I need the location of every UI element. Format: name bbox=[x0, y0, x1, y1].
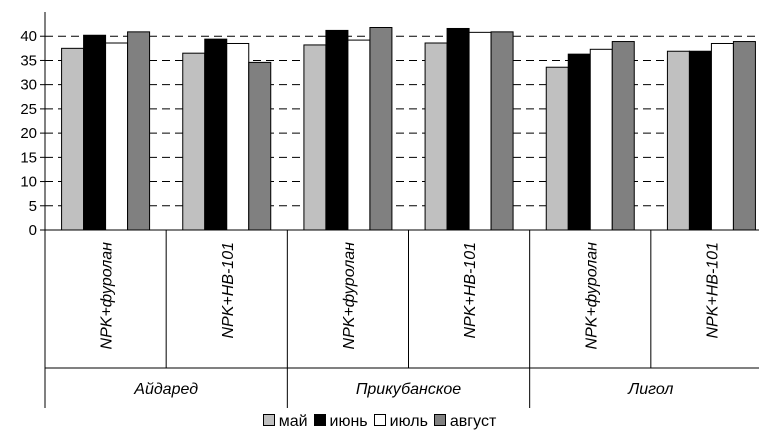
legend-label: июнь bbox=[329, 413, 368, 430]
y-tick-label: 0 bbox=[29, 222, 37, 239]
y-tick-label: 25 bbox=[20, 101, 37, 118]
axes bbox=[40, 12, 759, 408]
bar bbox=[182, 52, 206, 231]
legend-label: май bbox=[278, 413, 308, 430]
x-group-label: Айдаред bbox=[133, 381, 198, 398]
bar bbox=[226, 42, 250, 231]
bar bbox=[732, 41, 756, 231]
x-category-label: NPK+фуролан bbox=[341, 242, 358, 350]
x-category-label: NPK+HB-101 bbox=[704, 242, 721, 339]
bar bbox=[61, 47, 85, 231]
bar bbox=[424, 42, 448, 231]
x-group-label: Лигол bbox=[627, 381, 673, 398]
legend-label: август bbox=[449, 413, 497, 430]
bar bbox=[369, 27, 393, 231]
legend-label: июль bbox=[389, 413, 428, 430]
y-tick-label: 15 bbox=[20, 149, 37, 166]
legend-item: август bbox=[433, 413, 497, 431]
x-category-label: NPK+фуролан bbox=[99, 242, 116, 350]
y-tick-label: 20 bbox=[20, 125, 37, 142]
legend-item: июль bbox=[373, 413, 428, 431]
bar bbox=[127, 31, 151, 231]
x-category-label: NPK+фуролан bbox=[583, 242, 600, 350]
bar bbox=[204, 38, 228, 231]
bar bbox=[666, 50, 690, 231]
bar bbox=[611, 41, 635, 231]
legend: май июнь июль август bbox=[0, 413, 759, 431]
x-category-labels: NPK+фуролан NPK+HB-101 NPK+фуролан NPK+HB-1… bbox=[99, 242, 722, 350]
y-tick-label: 5 bbox=[29, 198, 37, 215]
bar bbox=[468, 31, 492, 231]
x-group-labels: Айдаред Прикубанское Лигол bbox=[133, 381, 673, 398]
legend-swatch bbox=[313, 414, 326, 426]
bar bbox=[490, 31, 514, 231]
y-tick-labels: 0 5 10 15 20 25 30 35 40 bbox=[20, 28, 37, 239]
gridlines bbox=[45, 35, 759, 207]
bar bbox=[567, 53, 591, 231]
bar bbox=[105, 42, 129, 231]
legend-item: май bbox=[262, 413, 308, 431]
bar bbox=[710, 42, 734, 231]
y-tick-label: 10 bbox=[20, 174, 37, 191]
bar bbox=[83, 34, 107, 231]
bar bbox=[347, 39, 371, 231]
bar bbox=[303, 44, 327, 231]
x-group-label: Прикубанское bbox=[356, 381, 461, 398]
x-category-label: NPK+HB-101 bbox=[220, 242, 237, 339]
legend-swatch bbox=[373, 414, 386, 426]
bar bbox=[545, 66, 569, 231]
bar bbox=[589, 48, 613, 231]
legend-swatch bbox=[262, 414, 275, 426]
legend-swatch bbox=[433, 414, 446, 426]
y-tick-label: 40 bbox=[20, 28, 37, 45]
bar bbox=[325, 29, 349, 231]
bar bbox=[446, 27, 470, 231]
y-tick-label: 30 bbox=[20, 77, 37, 94]
bars bbox=[61, 27, 756, 231]
legend-item: июнь bbox=[313, 413, 368, 431]
y-tick-label: 35 bbox=[20, 52, 37, 69]
x-category-label: NPK+HB-101 bbox=[462, 242, 479, 339]
bar bbox=[688, 50, 712, 231]
bar bbox=[248, 61, 272, 231]
